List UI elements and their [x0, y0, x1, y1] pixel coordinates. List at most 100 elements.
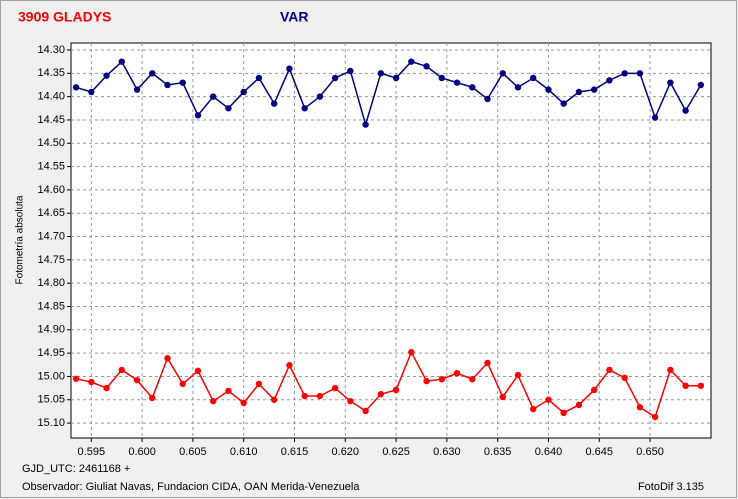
- data-point: [270, 396, 278, 403]
- data-point: [575, 88, 583, 96]
- data-point: [286, 362, 293, 369]
- data-point: [423, 63, 430, 70]
- data-point: [377, 390, 385, 398]
- data-point: [514, 371, 522, 379]
- x-tick-label: 0.620: [332, 446, 360, 458]
- data-point: [88, 378, 95, 386]
- y-tick-label: 14.45: [37, 114, 65, 126]
- plot-area: [70, 42, 712, 439]
- data-point: [72, 375, 80, 382]
- data-point: [408, 58, 415, 65]
- data-point: [149, 394, 156, 402]
- y-tick-label: 14.65: [37, 207, 65, 219]
- data-point: [636, 404, 644, 411]
- y-tick-label: 14.80: [37, 277, 65, 289]
- x-tick-label: 0.605: [179, 446, 207, 458]
- data-point: [560, 100, 567, 107]
- data-point: [240, 88, 247, 96]
- data-point: [301, 392, 308, 400]
- data-point: [316, 392, 324, 400]
- data-point: [392, 74, 400, 82]
- y-tick-label: 14.75: [37, 254, 65, 266]
- data-point: [469, 376, 476, 383]
- x-tick-label: 0.615: [281, 446, 309, 458]
- data-point: [484, 95, 491, 103]
- data-point: [179, 79, 186, 86]
- data-point: [362, 121, 369, 128]
- data-point: [133, 376, 141, 384]
- y-tick-label: 15.05: [37, 394, 65, 406]
- data-point: [408, 348, 415, 356]
- data-point: [606, 77, 613, 84]
- data-point: [499, 70, 506, 77]
- y-tick-label: 15.10: [37, 417, 65, 429]
- x-tick-label: 0.635: [484, 446, 512, 458]
- data-point: [194, 112, 202, 119]
- data-point: [347, 397, 354, 405]
- series-line: [75, 350, 701, 419]
- y-tick-label: 14.30: [37, 44, 65, 56]
- data-point: [118, 366, 125, 374]
- y-tick-label: 14.70: [37, 230, 65, 242]
- y-tick-label: 14.60: [37, 184, 65, 196]
- chart-subtitle: VAR: [280, 9, 309, 25]
- y-axis-label: Fotometría absoluta: [15, 195, 26, 284]
- y-tick-label: 14.50: [37, 137, 65, 149]
- data-point: [210, 93, 217, 100]
- data-point: [667, 79, 674, 86]
- data-point: [103, 384, 110, 392]
- data-point: [164, 81, 171, 89]
- data-point: [606, 366, 613, 374]
- data-point: [499, 393, 506, 401]
- data-point: [118, 58, 125, 65]
- data-point: [392, 386, 400, 394]
- chart-title: 3909 GLADYS: [18, 9, 111, 25]
- x-tick-label: 0.645: [585, 446, 613, 458]
- data-point: [210, 397, 217, 405]
- data-point: [636, 70, 644, 77]
- y-tick-label: 14.40: [37, 91, 65, 103]
- data-point: [301, 105, 308, 112]
- data-point: [621, 374, 628, 382]
- x-tick-label: 0.650: [636, 446, 664, 458]
- y-tick-label: 14.85: [37, 300, 65, 312]
- x-tick-label: 0.610: [230, 446, 258, 458]
- y-tick-label: 14.55: [37, 160, 65, 172]
- data-point: [682, 107, 689, 114]
- data-point: [438, 376, 445, 383]
- data-point: [545, 396, 552, 403]
- data-point: [179, 380, 186, 388]
- x-tick-label: 0.640: [535, 446, 563, 458]
- data-point: [514, 84, 522, 91]
- data-point: [362, 407, 369, 415]
- y-tick-label: 14.95: [37, 347, 65, 359]
- x-tick-label: 0.630: [433, 446, 461, 458]
- data-point: [255, 380, 263, 388]
- data-point: [331, 384, 339, 392]
- data-point: [133, 86, 141, 93]
- footer-version: FotoDif 3.135: [638, 481, 704, 493]
- data-point: [697, 81, 705, 89]
- data-point: [316, 93, 324, 100]
- data-point: [621, 70, 628, 77]
- data-point: [286, 65, 293, 72]
- footer-observer: Observador: Giuliat Navas, Fundacion CID…: [22, 481, 360, 493]
- y-tick-label: 15.00: [37, 370, 65, 382]
- data-point: [270, 100, 278, 107]
- data-point: [347, 67, 354, 75]
- data-point: [651, 413, 659, 421]
- data-point: [240, 399, 247, 407]
- footer-gjd: GJD_UTC: 2461168 +: [22, 463, 130, 475]
- data-point: [530, 74, 537, 82]
- data-point: [545, 86, 552, 93]
- data-point: [164, 355, 171, 362]
- data-point: [590, 86, 598, 93]
- data-point: [438, 74, 445, 82]
- data-point: [575, 401, 583, 409]
- data-point: [194, 367, 202, 375]
- data-point: [667, 366, 674, 374]
- data-point: [484, 359, 491, 367]
- y-tick-label: 14.90: [37, 324, 65, 336]
- data-point: [560, 409, 567, 417]
